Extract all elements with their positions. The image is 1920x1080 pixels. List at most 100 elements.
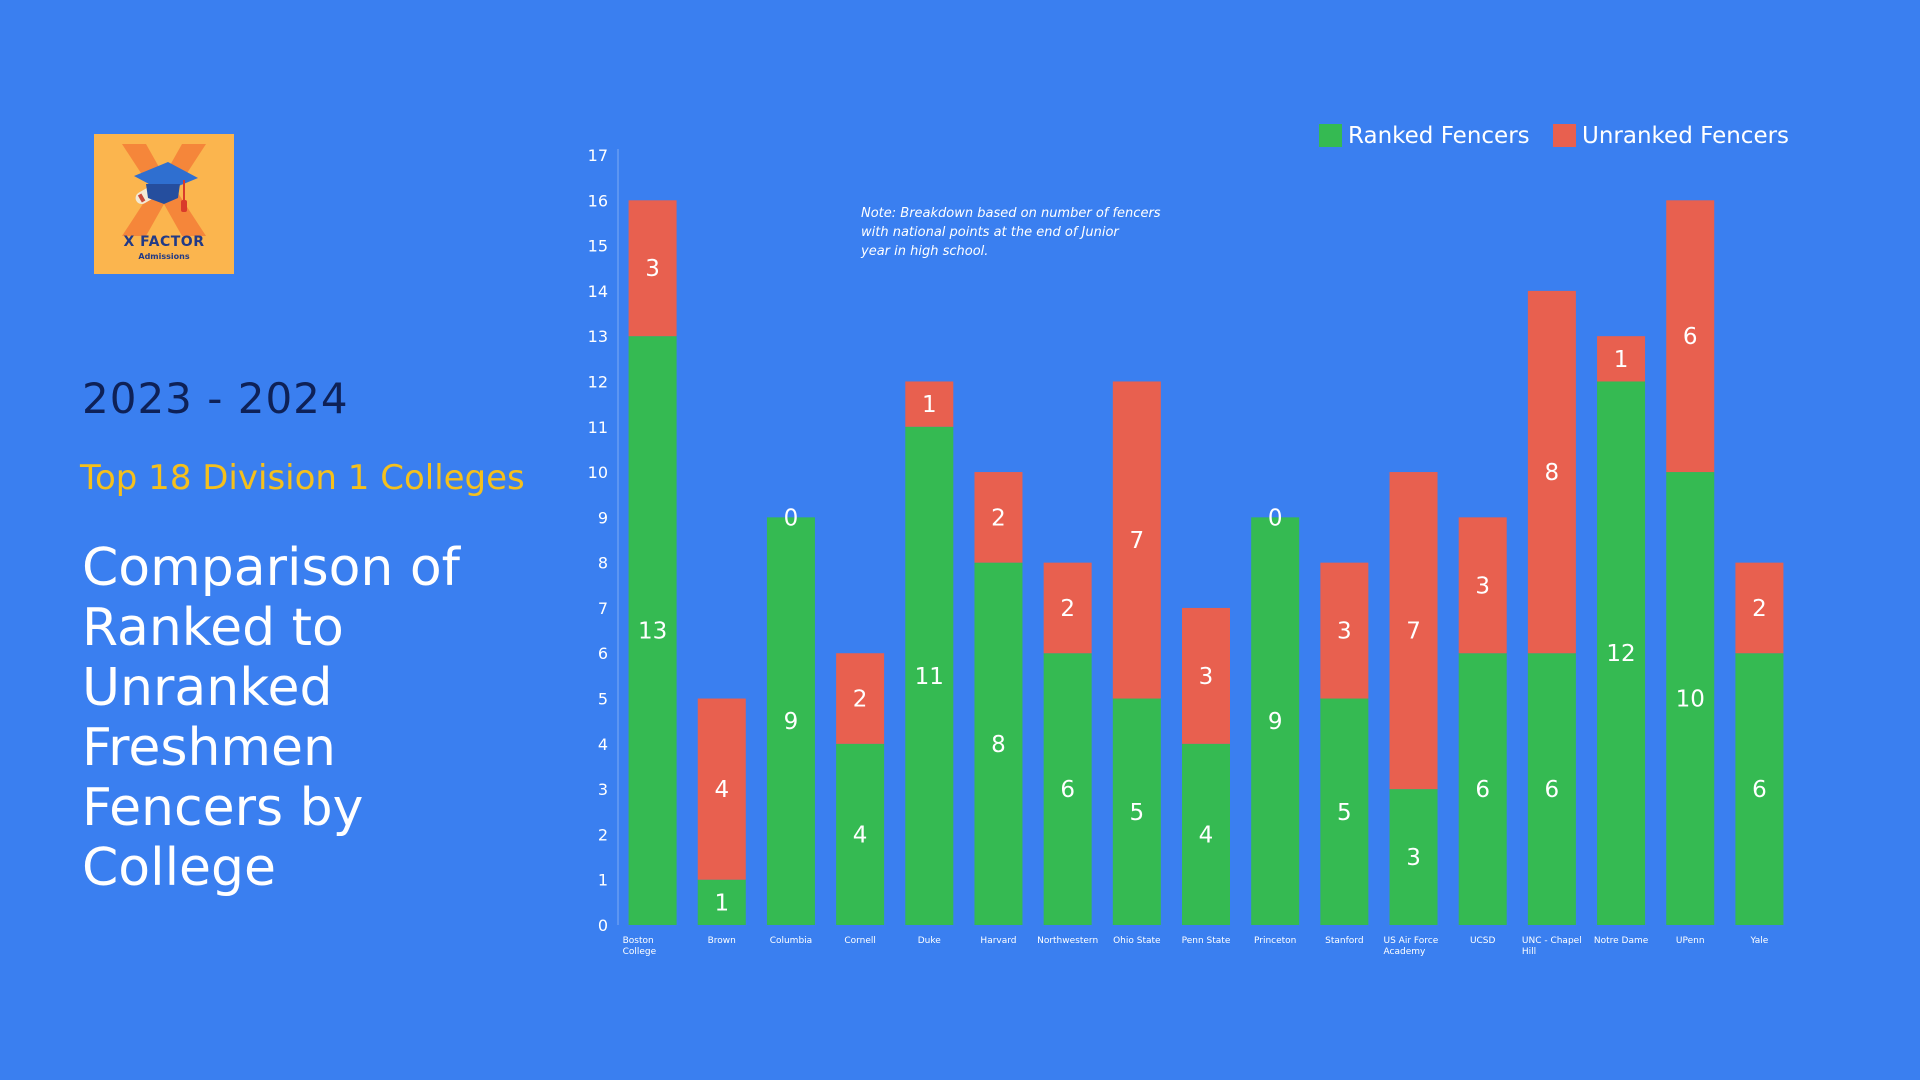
data-label-unranked: 3: [645, 256, 660, 282]
bar-ranked: [1458, 653, 1507, 925]
data-label-ranked: 4: [1199, 822, 1214, 848]
data-label-unranked: 3: [1475, 573, 1490, 599]
bar-unranked: [1043, 562, 1092, 654]
legend-swatch-unranked: [1553, 124, 1576, 147]
data-label-ranked: 9: [784, 709, 799, 735]
chart-note-line: Note: Breakdown based on number of fence…: [861, 206, 1161, 221]
data-label-unranked: 0: [784, 505, 799, 531]
x-tick-label: Brown: [708, 936, 736, 946]
legend-swatch-ranked: [1319, 124, 1342, 147]
bar-unranked: [974, 472, 1023, 563]
bar-unranked: [1666, 200, 1715, 473]
x-tick-label: Cornell: [844, 936, 876, 946]
y-tick-label: 16: [588, 191, 608, 210]
data-label-ranked: 1: [714, 890, 729, 916]
y-tick-label: 0: [598, 916, 608, 935]
bar-ranked: [1597, 381, 1646, 925]
x-tick-label: Academy: [1384, 947, 1426, 957]
bar-unranked: [1735, 562, 1784, 654]
data-label-ranked: 11: [915, 664, 944, 690]
bar-ranked: [1112, 698, 1161, 925]
y-tick-label: 13: [588, 327, 608, 346]
data-label-ranked: 10: [1676, 687, 1705, 713]
bar-unranked: [1320, 562, 1369, 699]
bar-ranked: [628, 336, 677, 925]
x-tick-label: Hill: [1522, 947, 1536, 957]
data-label-ranked: 4: [853, 822, 868, 848]
x-tick-label: College: [623, 947, 657, 957]
legend-label-ranked: Ranked Fencers: [1348, 123, 1530, 149]
bar-unranked: [836, 653, 885, 744]
data-label-unranked: 7: [1406, 619, 1421, 645]
y-tick-label: 3: [598, 780, 608, 799]
data-label-unranked: 0: [1268, 505, 1283, 531]
data-label-ranked: 3: [1406, 845, 1421, 871]
data-label-unranked: 7: [1130, 528, 1145, 554]
chart-note: Note: Breakdown based on number of fence…: [860, 206, 1161, 259]
logo-name: X FACTOR: [123, 234, 205, 250]
data-label-ranked: 6: [1545, 777, 1560, 803]
x-tick-label: Harvard: [980, 936, 1016, 946]
x-tick-label: Northwestern: [1037, 936, 1098, 946]
bar-unranked: [1112, 381, 1161, 699]
bar-ranked: [1043, 653, 1092, 925]
data-label-unranked: 3: [1199, 664, 1214, 690]
year-heading: 2023 - 2024: [82, 374, 349, 423]
x-tick-label: Penn State: [1182, 936, 1231, 946]
y-tick-label: 17: [588, 146, 608, 165]
data-label-unranked: 2: [1060, 596, 1075, 622]
bar-ranked: [905, 426, 954, 925]
x-tick-label: Stanford: [1325, 936, 1363, 946]
bar-unranked: [1182, 607, 1230, 744]
data-label-unranked: 2: [853, 687, 868, 713]
x-tick-label: UNC - Chapel: [1522, 936, 1582, 946]
bar-ranked: [1251, 517, 1300, 925]
y-tick-label: 14: [588, 282, 608, 301]
y-tick-label: 4: [598, 735, 608, 754]
data-label-ranked: 13: [638, 619, 667, 645]
data-label-ranked: 6: [1060, 777, 1075, 803]
x-tick-label: Yale: [1750, 936, 1769, 946]
y-tick-label: 15: [588, 237, 608, 256]
logo: X FACTOR Admissions: [94, 134, 234, 274]
x-tick-label: Notre Dame: [1594, 936, 1649, 946]
data-label-unranked: 2: [991, 505, 1006, 531]
bar-unranked: [1597, 336, 1646, 382]
bar-unranked: [1389, 472, 1438, 790]
bar-ranked: [836, 743, 885, 925]
subtitle-heading: Top 18 Division 1 Colleges: [80, 458, 525, 498]
x-tick-label: Ohio State: [1113, 936, 1161, 946]
bar-ranked: [766, 517, 815, 925]
y-tick-label: 11: [588, 418, 608, 437]
bar-unranked: [697, 698, 746, 880]
y-tick-label: 2: [598, 825, 608, 844]
data-label-ranked: 12: [1606, 641, 1635, 667]
bar-unranked: [628, 200, 677, 337]
y-tick-label: 9: [598, 508, 608, 527]
bar-unranked: [905, 381, 954, 427]
bar-ranked: [1320, 698, 1369, 925]
x-tick-label: Boston: [623, 936, 654, 946]
bar-unranked: [1527, 290, 1576, 654]
data-label-unranked: 4: [714, 777, 729, 803]
data-label-ranked: 9: [1268, 709, 1283, 735]
chart-note-line: year in high school.: [860, 244, 988, 259]
chart-note-line: with national points at the end of Junio…: [861, 225, 1120, 240]
x-tick-label: US Air Force: [1384, 936, 1439, 946]
data-label-unranked: 8: [1545, 460, 1560, 486]
data-label-ranked: 6: [1752, 777, 1767, 803]
y-tick-label: 12: [588, 372, 608, 391]
bar-unranked: [1458, 517, 1507, 654]
bar-ranked: [974, 562, 1023, 925]
graduation-cap-icon: [122, 144, 206, 236]
data-label-ranked: 5: [1337, 800, 1352, 826]
data-label-unranked: 6: [1683, 324, 1698, 350]
bar-ranked: [1527, 653, 1576, 925]
x-tick-label: Princeton: [1254, 936, 1296, 946]
x-tick-label: UPenn: [1676, 936, 1705, 946]
data-label-unranked: 2: [1752, 596, 1767, 622]
x-tick-label: UCSD: [1470, 936, 1496, 946]
data-label-unranked: 1: [922, 392, 937, 418]
